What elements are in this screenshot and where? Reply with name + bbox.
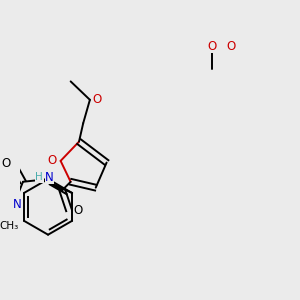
Text: O: O: [226, 40, 236, 52]
Text: O: O: [2, 157, 11, 170]
Text: N: N: [45, 171, 54, 184]
Text: O: O: [93, 93, 102, 106]
Text: H: H: [35, 172, 43, 182]
Text: O: O: [48, 154, 57, 167]
Text: O: O: [73, 204, 83, 217]
Text: O: O: [208, 40, 217, 52]
Text: CH₃: CH₃: [0, 221, 19, 231]
Text: N: N: [14, 198, 22, 211]
